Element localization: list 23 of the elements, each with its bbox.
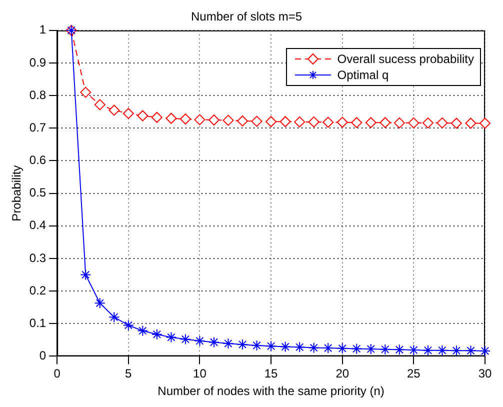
y-tick-label: 0.9 [29,55,46,70]
x-tick-label: 0 [54,366,61,381]
x-tick-label: 15 [264,366,278,381]
chart-title: Number of slots m=5 [190,10,302,24]
y-tick-label: 0.1 [29,316,46,330]
y-tick-label: 0.3 [29,250,46,265]
x-tick-label: 30 [478,366,492,381]
y-axis-title: Probability [10,165,24,222]
y-tick-label: 0.6 [29,153,46,168]
y-tick-label: 0.2 [29,283,46,298]
y-tick-label: 1 [39,22,46,37]
y-tick-label: 0.5 [29,186,46,200]
y-tick-label: 0.8 [29,88,46,102]
x-tick-label: 10 [193,366,207,381]
x-tick-label: 20 [336,366,350,381]
y-tick-label: 0.7 [29,120,46,134]
x-tick-label: 5 [125,366,132,381]
x-axis-title: Number of nodes with the same priority (n) [158,384,384,398]
legend-label: Overall sucess probability [337,51,474,68]
y-tick-label: 0.4 [29,218,46,232]
legend-label: Optimal q [337,67,389,84]
x-tick-label: 25 [407,366,421,381]
y-tick-label: 0 [39,348,46,363]
